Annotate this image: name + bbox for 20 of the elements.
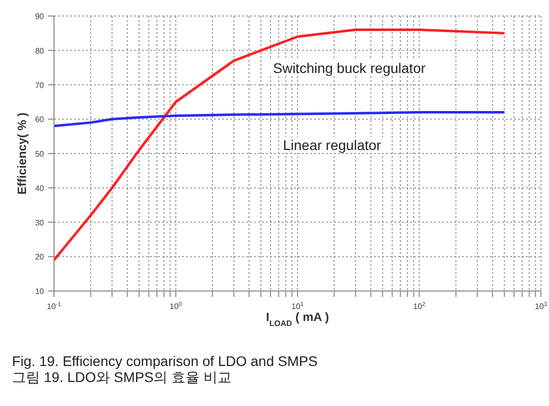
x-tick-label: 10$^{0}$ — [170, 301, 183, 311]
x-tick-label: 10$^{3}$ — [534, 301, 548, 311]
x-tick-label: 10$^{2}$ — [413, 301, 426, 311]
y-tick-label: 50 — [35, 150, 45, 158]
y-tick-label: 90 — [35, 12, 45, 21]
x-axis-title: I$_{LOAD}$ ( mA ) — [266, 310, 329, 328]
y-axis-title: Efficiency( % ) — [15, 112, 29, 195]
y-tick-label: 10 — [35, 287, 45, 296]
x-tick-label: 10$^{1}$ — [291, 301, 304, 311]
series-label: Switching buck regulator — [270, 60, 429, 76]
caption: Fig. 19. Efficiency comparison of LDO and SMPS — [11, 353, 319, 369]
y-tick-label: 30 — [35, 218, 45, 228]
y-tick-label: 80 — [35, 46, 45, 56]
y-tick-label: 20 — [35, 252, 45, 262]
y-tick-label: 70 — [35, 80, 45, 90]
y-tick-label: 40 — [35, 184, 45, 193]
y-tick-label: 60 — [35, 115, 45, 124]
series-label: Linear regulator — [280, 137, 384, 153]
caption: 그림 19. LDO와 SMPS의 효율 비교 — [11, 369, 232, 387]
x-tick-label: 10$^{-1}$ — [46, 301, 62, 311]
